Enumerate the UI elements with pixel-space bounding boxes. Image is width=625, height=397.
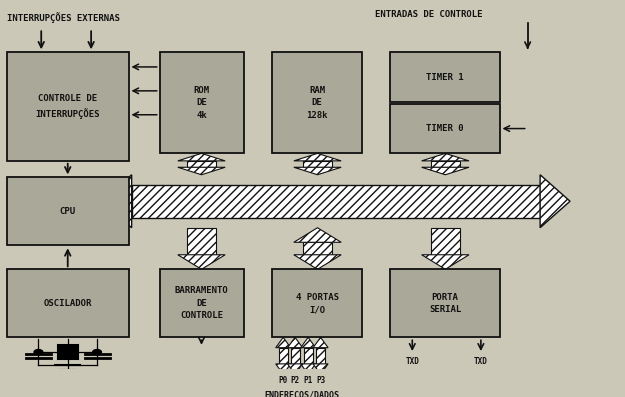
Bar	[132, 185, 540, 218]
Bar	[58, 345, 78, 359]
Polygon shape	[276, 364, 291, 374]
Bar	[303, 161, 332, 167]
Text: BARRAMENTO
DE
CONTROLE: BARRAMENTO DE CONTROLE	[175, 286, 229, 320]
Bar	[316, 348, 325, 364]
Polygon shape	[422, 255, 469, 269]
Text: INTERRUPÇÕES EXTERNAS: INTERRUPÇÕES EXTERNAS	[7, 12, 120, 23]
Text: TXD: TXD	[406, 357, 419, 366]
Text: TIMER 1: TIMER 1	[426, 73, 464, 81]
Bar	[431, 161, 459, 167]
Text: TXD: TXD	[474, 357, 488, 366]
Bar	[272, 52, 362, 153]
Text: P0: P0	[279, 376, 288, 385]
Polygon shape	[294, 167, 341, 175]
Text: OSCILADOR: OSCILADOR	[44, 299, 92, 308]
Polygon shape	[540, 175, 570, 228]
Text: P3: P3	[316, 376, 325, 385]
Circle shape	[92, 349, 101, 355]
Bar	[291, 348, 299, 364]
Polygon shape	[177, 167, 225, 175]
Polygon shape	[288, 337, 302, 348]
Bar	[391, 104, 499, 153]
Polygon shape	[276, 337, 291, 348]
Polygon shape	[422, 167, 469, 175]
Bar	[304, 348, 312, 364]
Bar	[391, 269, 499, 337]
Text: P2: P2	[291, 376, 299, 385]
Bar	[272, 269, 362, 337]
Text: RAM
DE
128k: RAM DE 128k	[306, 86, 328, 120]
Polygon shape	[313, 364, 328, 374]
Polygon shape	[294, 153, 341, 161]
Bar	[279, 348, 288, 364]
Bar	[160, 269, 244, 337]
Bar	[188, 228, 216, 255]
Bar	[391, 52, 499, 102]
Text: PORTA
SERIAL: PORTA SERIAL	[429, 293, 461, 314]
Text: TIMER 0: TIMER 0	[426, 124, 464, 133]
Text: CONTROLE DE
INTERRUPÇÕES: CONTROLE DE INTERRUPÇÕES	[36, 94, 100, 119]
Bar	[160, 52, 244, 153]
Bar	[7, 269, 129, 337]
Polygon shape	[422, 153, 469, 161]
Text: ENDEREÇOS/DADOS: ENDEREÇOS/DADOS	[264, 391, 339, 397]
Bar	[188, 161, 216, 167]
Polygon shape	[288, 364, 302, 374]
Polygon shape	[301, 337, 316, 348]
Bar	[303, 242, 332, 255]
Circle shape	[34, 349, 42, 355]
Polygon shape	[177, 153, 225, 161]
Polygon shape	[313, 337, 328, 348]
Polygon shape	[102, 175, 132, 228]
Bar	[7, 52, 129, 161]
Text: ENTRADAS DE CONTROLE: ENTRADAS DE CONTROLE	[375, 10, 482, 19]
Polygon shape	[177, 255, 225, 269]
Text: ROM
DE
4k: ROM DE 4k	[194, 86, 210, 120]
Text: 4 PORTAS
I/O: 4 PORTAS I/O	[296, 293, 339, 314]
Polygon shape	[301, 364, 316, 374]
Text: CPU: CPU	[59, 207, 76, 216]
Bar	[431, 228, 459, 255]
Text: P1: P1	[304, 376, 312, 385]
Polygon shape	[294, 255, 341, 269]
Polygon shape	[294, 228, 341, 242]
Bar	[7, 177, 129, 245]
